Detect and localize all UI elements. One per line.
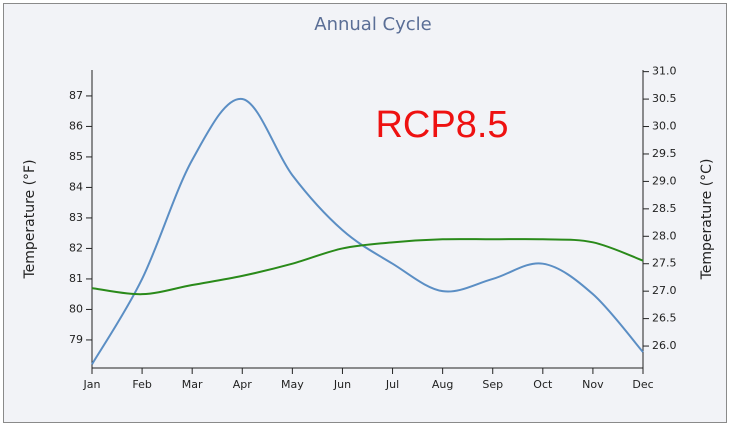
y2-tick-label: 27.5 [652,257,677,270]
y-axis-label: Temperature (°F) [22,159,38,279]
y-tick-label: 87 [69,89,83,102]
x-tick-label: Jan [83,378,101,391]
x-tick-label: Apr [233,378,253,391]
x-tick-label: Dec [632,378,653,391]
y2-tick-label: 28.0 [652,229,677,242]
annotation: RCP8.5 [375,104,508,146]
x-tick-label: Oct [533,378,553,391]
x-tick-label: Sep [482,378,503,391]
y2-tick-label: 26.5 [652,312,677,325]
chart-title: Annual Cycle [314,14,431,35]
chart-frame [3,3,727,423]
x-tick-label: Feb [132,378,151,391]
x-tick-label: Mar [182,378,203,391]
y2-tick-label: 31.0 [652,65,677,78]
x-tick-label: Aug [432,378,453,391]
x-tick-label: May [281,378,304,391]
line-series [91,97,644,365]
y-tick-label: 83 [69,211,83,224]
y2-tick-label: 30.5 [652,92,677,105]
y2-tick-label: 26.0 [652,339,677,352]
x-tick-label: Jul [385,378,399,391]
x-tick-label: Nov [582,378,604,391]
y-tick-label: 84 [69,180,83,193]
y2-tick-label: 28.5 [652,202,677,215]
line-series [91,238,644,296]
y-tick-label: 80 [69,302,83,315]
y2-tick-label: 27.0 [652,284,677,297]
y2-axis-label: Temperature (°C) [699,159,715,281]
x-tick-label: Jun [333,378,351,391]
y-tick-label: 79 [69,333,83,346]
y-tick-label: 86 [69,119,83,132]
y-tick-label: 81 [69,272,83,285]
y-tick-label: 82 [69,241,83,254]
y2-tick-label: 29.5 [652,147,677,160]
y2-tick-label: 30.0 [652,120,677,133]
y-tick-label: 85 [69,150,83,163]
y2-tick-label: 29.0 [652,174,677,187]
